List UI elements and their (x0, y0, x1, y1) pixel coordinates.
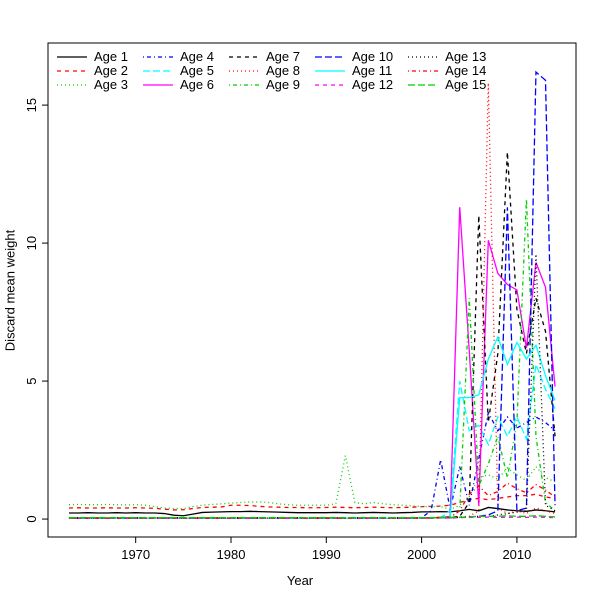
series-line-age-10 (68, 70, 556, 519)
legend-label: Age 4 (179, 49, 214, 64)
legend-item-age-2: Age 2 (57, 64, 128, 78)
legend-item-age-14: Age 14 (408, 64, 486, 78)
legend-label: Age 9 (265, 77, 300, 92)
legend-item-age-3: Age 3 (57, 78, 128, 92)
legend-label: Age 15 (445, 77, 487, 92)
legend-item-age-9: Age 9 (228, 77, 300, 92)
series-line-age-6 (68, 207, 556, 519)
y-tick-label: 10 (24, 236, 39, 250)
x-axis-title: Year (286, 573, 314, 588)
legend-line-sample-icon (57, 84, 87, 86)
legend-item-age-6: Age 6 (142, 77, 214, 92)
legend-line-sample-icon (408, 56, 439, 58)
legend-label: Age 10 (351, 49, 394, 64)
legend-line-sample-icon (142, 56, 173, 58)
legend-label: Age 12 (351, 77, 394, 92)
legend-line-sample-icon (57, 56, 87, 58)
legend-line-sample-icon (228, 70, 259, 72)
legend-label: Age 14 (445, 63, 487, 78)
legend-item-age-15: Age 15 (408, 78, 486, 92)
series-line-age-15 (68, 515, 556, 519)
series-line-age-9 (68, 198, 556, 519)
legend-line-sample-icon (314, 56, 345, 58)
legend-item-age-4: Age 4 (142, 49, 214, 64)
legend-label: Age 13 (445, 49, 487, 64)
series-line-age-2 (68, 493, 556, 511)
y-tick-label: 5 (24, 377, 39, 384)
plot-box (47, 42, 577, 538)
legend-line-sample-icon (142, 84, 173, 86)
legend-item-age-5: Age 5 (142, 63, 214, 78)
series-line-age-5 (68, 364, 556, 519)
legend-label: Age 1 (94, 49, 128, 64)
legend-line-sample-icon (142, 70, 173, 72)
legend-item-age-12: Age 12 (314, 77, 394, 92)
legend-label: Age 7 (265, 49, 300, 64)
legend-label: Age 11 (351, 63, 393, 78)
x-tick-label: 1970 (121, 547, 150, 562)
legend-label: Age 5 (179, 63, 214, 78)
series-line-age-7 (68, 151, 556, 519)
legend-line-sample-icon (314, 70, 345, 72)
legend-label: Age 3 (94, 77, 128, 92)
x-tick-label: 2010 (502, 547, 531, 562)
legend-item-age-1: Age 1 (57, 50, 128, 64)
x-tick-label: 1980 (217, 547, 246, 562)
legend-label: Age 8 (265, 63, 300, 78)
legend-item-age-11: Age 11 (314, 63, 393, 78)
legend-line-sample-icon (408, 84, 439, 86)
legend-item-age-7: Age 7 (228, 49, 300, 64)
y-axis-title: Discard mean weight (2, 229, 18, 352)
legend-item-age-10: Age 10 (314, 49, 394, 64)
series-line-age-1 (68, 506, 556, 517)
legend-line-sample-icon (408, 70, 439, 72)
legend-line-sample-icon (228, 56, 259, 58)
legend: Age 1 Age 2 Age 3 Age 4 Age 5 Age 6 Age 7 Age 8… (57, 50, 486, 92)
series-line-age-3 (68, 455, 556, 511)
x-tick-label: 2000 (407, 547, 436, 562)
y-tick-label: 0 (24, 515, 39, 522)
legend-line-sample-icon (57, 70, 87, 72)
legend-label: Age 2 (94, 63, 128, 78)
x-tick-label: 1990 (312, 547, 341, 562)
legend-label: Age 6 (179, 77, 214, 92)
legend-item-age-13: Age 13 (408, 50, 486, 64)
y-tick-label: 15 (24, 98, 39, 112)
legend-item-age-8: Age 8 (228, 63, 300, 78)
legend-line-sample-icon (314, 84, 345, 86)
legend-line-sample-icon (228, 84, 259, 86)
